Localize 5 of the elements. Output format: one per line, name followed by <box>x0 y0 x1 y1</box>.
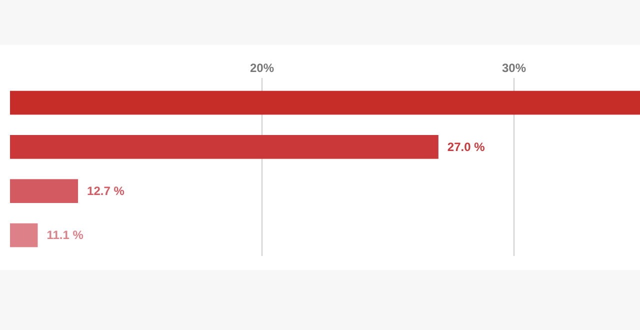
x-tick-label: 20% <box>250 61 274 75</box>
data-label: 12.7 % <box>87 184 125 198</box>
data-label: 27.0 % <box>447 140 486 154</box>
x-tick-label: 30% <box>502 61 526 75</box>
data-label: 11.1 % <box>46 228 84 242</box>
